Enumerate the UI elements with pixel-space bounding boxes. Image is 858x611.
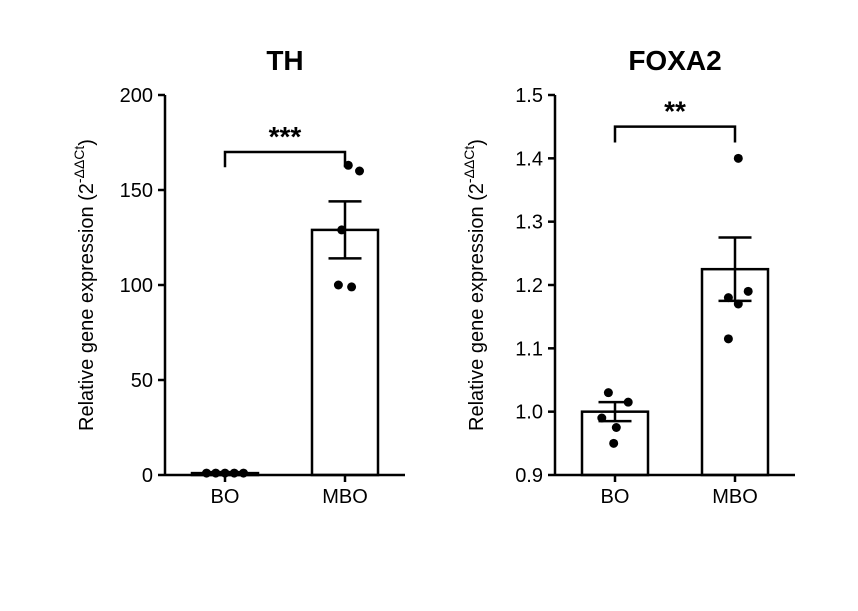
y-tick-label: 0.9 (515, 465, 543, 487)
y-tick-label: 1.1 (515, 338, 543, 360)
data-point (604, 388, 613, 397)
y-tick-label: 1.5 (515, 85, 543, 107)
chart-title: FOXA2 (628, 45, 721, 76)
chart-title: TH (266, 45, 303, 76)
y-tick-label: 200 (120, 85, 153, 107)
data-point (355, 167, 364, 176)
bar (312, 230, 378, 475)
data-point (609, 439, 618, 448)
chart-th: TH Relative gene expression (2-ΔΔCt) 0 50 10… (65, 40, 435, 560)
significance-label: *** (269, 121, 302, 152)
data-point (334, 281, 343, 290)
y-tick-label: 1.4 (515, 148, 543, 170)
y-axis-label: Relative gene expression (2-ΔΔCt) (461, 139, 488, 431)
significance-label: ** (664, 96, 686, 127)
x-tick-label: BO (211, 486, 240, 508)
y-axis-label: Relative gene expression (2-ΔΔCt) (71, 139, 98, 431)
y-tick-label: 1.3 (515, 212, 543, 234)
y-tick-label: 100 (120, 275, 153, 297)
data-point (624, 398, 633, 407)
data-point (744, 287, 753, 296)
data-point (724, 293, 733, 302)
x-tick-label: BO (601, 486, 630, 508)
data-point (347, 282, 356, 291)
data-point (597, 414, 606, 423)
data-point (724, 334, 733, 343)
data-point (734, 154, 743, 163)
chart-foxa2: FOXA2 Relative gene expression (2-ΔΔCt) 0.… (455, 40, 825, 560)
data-point (337, 225, 346, 234)
data-point (734, 300, 743, 309)
y-tick-label: 50 (131, 370, 153, 392)
significance-bracket (225, 152, 345, 167)
y-tick-label: 150 (120, 180, 153, 202)
x-tick-label: MBO (712, 486, 758, 508)
x-tick-label: MBO (322, 486, 368, 508)
significance-bracket (615, 127, 735, 143)
y-tick-label: 1.2 (515, 275, 543, 297)
y-tick-label: 0 (142, 465, 153, 487)
data-point (612, 423, 621, 432)
y-tick-label: 1.0 (515, 402, 543, 424)
figure-page: TH Relative gene expression (2-ΔΔCt) 0 50 10… (0, 0, 858, 611)
